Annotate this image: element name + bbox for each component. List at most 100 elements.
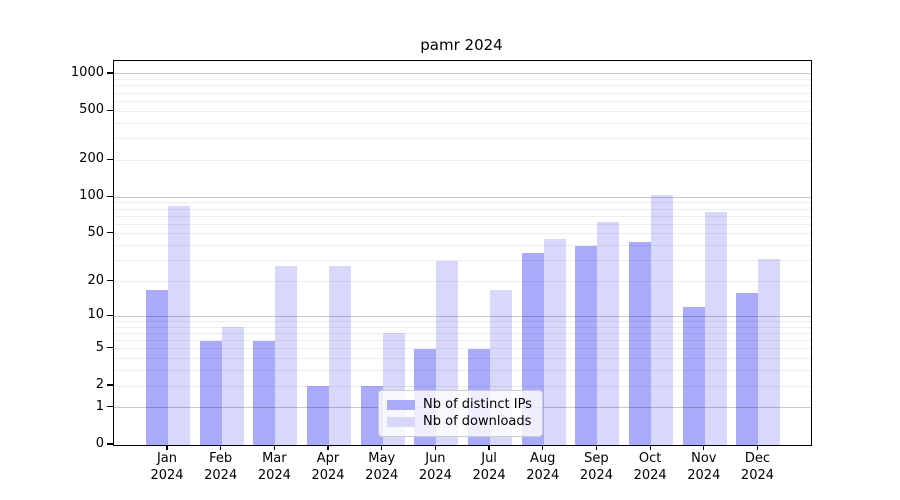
x-tick-year-oct: 2024 xyxy=(633,468,667,483)
x-tick-mark-may xyxy=(381,445,383,451)
y-tick-label-100: 100 xyxy=(79,188,104,204)
x-tick-mark-nov xyxy=(703,445,705,451)
y-tick-mark-200 xyxy=(107,158,113,160)
gridline-minor-30 xyxy=(114,260,811,262)
gridline-minor-5 xyxy=(114,348,811,350)
y-tick-mark-10 xyxy=(107,314,113,316)
legend-item-downloads: Nb of downloads xyxy=(387,413,532,430)
gridline-minor-6 xyxy=(114,340,811,341)
y-tick-mark-1000 xyxy=(107,72,113,74)
gridline-major-10 xyxy=(114,315,811,317)
y-tick-label-20: 20 xyxy=(87,272,104,288)
x-tick-month-feb: Feb xyxy=(209,451,233,466)
x-tick-year-jul: 2024 xyxy=(472,468,506,483)
x-tick-mark-dec xyxy=(756,445,759,451)
x-tick-month-jul: Jul xyxy=(481,451,497,466)
y-tick-label-1: 1 xyxy=(95,398,104,414)
x-tick-year-sep: 2024 xyxy=(579,468,613,483)
bar-distinct-ips-sep xyxy=(575,245,598,445)
x-tick-label-nov: Nov 2024 xyxy=(677,450,731,484)
x-tick-mark-jul xyxy=(488,445,490,451)
bar-distinct-ips-oct xyxy=(629,241,652,445)
bar-downloads-apr xyxy=(329,266,352,445)
bar-distinct-ips-jan xyxy=(146,289,168,445)
gridline-minor-60 xyxy=(114,223,811,225)
gridline-minor-7 xyxy=(114,332,811,334)
y-tick-label-2: 2 xyxy=(95,377,104,392)
gridline-minor-4 xyxy=(114,358,811,360)
x-tick-year-apr: 2024 xyxy=(311,468,345,483)
gridline-minor-900 xyxy=(114,79,811,81)
y-tick-mark-100 xyxy=(107,195,113,197)
x-tick-label-dec: Dec 2024 xyxy=(730,450,784,484)
x-tick-year-mar: 2024 xyxy=(257,468,291,483)
x-tick-label-jan: Jan 2024 xyxy=(140,450,194,484)
x-tick-year-aug: 2024 xyxy=(526,468,560,483)
bar-distinct-ips-may xyxy=(360,386,383,445)
gridline-minor-500 xyxy=(114,110,811,112)
x-tick-year-feb: 2024 xyxy=(204,468,238,483)
bar-distinct-ips-dec xyxy=(736,292,759,445)
x-tick-month-may: May xyxy=(368,451,396,466)
bar-downloads-dec xyxy=(758,258,781,445)
bar-downloads-feb xyxy=(221,327,244,445)
gridline-minor-200 xyxy=(114,159,811,161)
gridline-minor-3 xyxy=(114,370,811,372)
x-tick-year-jan: 2024 xyxy=(150,468,184,483)
gridline-minor-700 xyxy=(114,92,811,94)
y-tick-label-5: 5 xyxy=(95,339,104,355)
x-tick-year-jun: 2024 xyxy=(418,468,452,483)
x-tick-label-mar: Mar 2024 xyxy=(247,450,301,484)
legend-swatch-distinct-ips xyxy=(387,399,415,410)
x-tick-mark-jan xyxy=(166,445,168,451)
x-tick-label-jul: Jul 2024 xyxy=(462,450,516,484)
x-tick-month-nov: Nov xyxy=(691,451,717,466)
y-tick-mark-5 xyxy=(107,347,113,349)
x-tick-year-dec: 2024 xyxy=(740,468,775,483)
x-tick-mark-apr xyxy=(327,445,329,451)
bar-distinct-ips-mar xyxy=(253,340,276,445)
y-tick-mark-500 xyxy=(107,109,113,111)
y-tick-mark-50 xyxy=(107,232,113,234)
x-tick-label-apr: Apr 2024 xyxy=(301,450,355,484)
y-tick-label-0: 0 xyxy=(95,436,104,451)
bar-distinct-ips-nov xyxy=(682,307,705,445)
gridline-minor-600 xyxy=(114,100,811,102)
chart-title: pamr 2024 xyxy=(420,36,503,54)
x-tick-label-sep: Sep 2024 xyxy=(569,450,623,484)
plot-area: Nb of distinct IPs Nb of downloads xyxy=(113,60,812,446)
x-tick-month-sep: Sep xyxy=(584,451,609,466)
x-tick-year-may: 2024 xyxy=(365,468,399,483)
gridline-major-100 xyxy=(114,196,811,198)
x-tick-month-jun: Jun xyxy=(425,451,446,466)
bar-distinct-ips-apr xyxy=(307,386,330,445)
x-tick-mark-aug xyxy=(542,445,544,451)
bar-downloads-mar xyxy=(275,266,298,445)
y-tick-mark-0 xyxy=(107,443,113,445)
y-tick-mark-1 xyxy=(107,406,113,408)
x-tick-month-apr: Apr xyxy=(316,451,340,466)
x-tick-month-mar: Mar xyxy=(262,451,287,466)
gridline-minor-2 xyxy=(114,385,811,387)
y-tick-mark-20 xyxy=(107,279,113,282)
bar-downloads-aug xyxy=(543,239,566,445)
x-tick-label-feb: Feb 2024 xyxy=(194,450,248,484)
legend-label-distinct-ips: Nb of distinct IPs xyxy=(423,397,532,412)
x-tick-month-aug: Aug xyxy=(530,451,556,466)
y-tick-label-10: 10 xyxy=(87,307,104,323)
legend-label-downloads: Nb of downloads xyxy=(423,414,532,429)
y-tick-label-50: 50 xyxy=(87,224,104,240)
bar-downloads-nov xyxy=(704,211,727,445)
gridline-major-1000 xyxy=(114,73,811,75)
bar-downloads-sep xyxy=(597,221,620,445)
x-tick-mark-feb xyxy=(220,445,222,451)
bar-downloads-jan xyxy=(168,205,190,445)
x-tick-label-jun: Jun 2024 xyxy=(408,450,462,484)
y-tick-mark-2 xyxy=(107,384,113,386)
gridline-minor-70 xyxy=(114,215,811,217)
x-tick-month-oct: Oct xyxy=(638,451,662,466)
legend-item-distinct-ips: Nb of distinct IPs xyxy=(387,396,532,413)
gridline-minor-40 xyxy=(114,245,811,247)
bar-distinct-ips-feb xyxy=(199,340,222,445)
